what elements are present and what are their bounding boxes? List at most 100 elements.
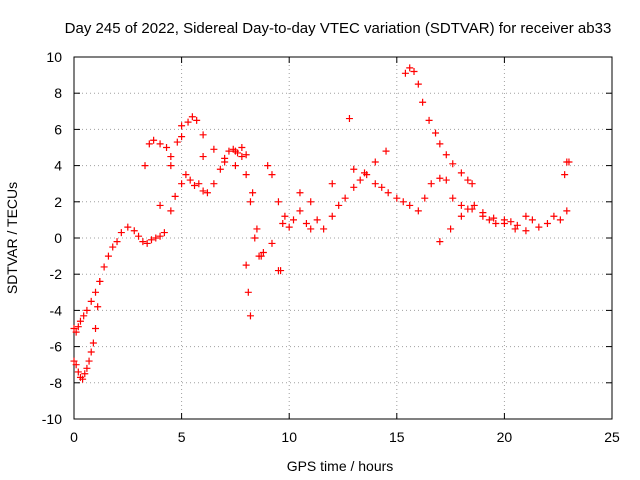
data-point	[259, 248, 267, 256]
data-point	[80, 312, 88, 320]
y-tick-label: 10	[46, 49, 62, 65]
y-tick-label: 8	[54, 85, 62, 101]
data-point	[74, 323, 82, 331]
data-point	[89, 339, 97, 347]
data-point	[296, 189, 304, 197]
data-point	[281, 212, 289, 220]
data-point	[468, 205, 476, 213]
axis-ticks: 0 5 10 15 20 25 -10 -8 -6 -4 -2 0 2 4 6 8 10	[42, 49, 620, 445]
data-point	[320, 225, 328, 233]
data-point	[244, 288, 252, 296]
data-point	[522, 227, 530, 235]
data-point	[296, 207, 304, 215]
y-axis-label: SDTVAR / TECUs	[4, 182, 20, 294]
data-point	[356, 176, 364, 184]
data-point	[345, 115, 353, 123]
data-point	[328, 180, 336, 188]
data-point	[307, 198, 315, 206]
data-point	[109, 243, 117, 251]
data-point	[147, 236, 155, 244]
data-point	[139, 238, 147, 246]
data-point	[72, 328, 80, 336]
data-point	[70, 357, 78, 365]
data-point	[210, 145, 218, 153]
data-point	[178, 122, 186, 130]
data-point	[231, 162, 239, 170]
data-point	[186, 176, 194, 184]
data-point	[87, 297, 95, 305]
data-point	[279, 220, 287, 228]
data-point	[167, 162, 175, 170]
data-point	[561, 171, 569, 179]
data-markers	[70, 64, 573, 383]
data-point	[173, 138, 181, 146]
data-point	[432, 129, 440, 137]
data-point	[550, 212, 558, 220]
data-point	[268, 171, 276, 179]
data-point	[313, 216, 321, 224]
data-point	[184, 118, 192, 126]
grid-lines	[74, 57, 612, 419]
data-point	[535, 223, 543, 231]
data-point	[479, 209, 487, 217]
data-point	[156, 232, 164, 240]
y-tick-label: -6	[50, 339, 63, 355]
data-point	[152, 234, 160, 242]
x-tick-label: 5	[178, 429, 186, 445]
data-point	[231, 147, 239, 155]
data-point	[449, 194, 457, 202]
data-point	[74, 368, 82, 376]
x-tick-label: 20	[497, 429, 513, 445]
x-tick-label: 0	[70, 429, 78, 445]
data-point	[436, 174, 444, 182]
data-point	[150, 136, 158, 144]
data-point	[307, 225, 315, 233]
data-point	[145, 140, 153, 148]
data-point	[419, 98, 427, 106]
y-tick-label: 6	[54, 121, 62, 137]
data-point	[414, 80, 422, 88]
data-point	[457, 169, 465, 177]
data-point	[421, 194, 429, 202]
data-point	[156, 201, 164, 209]
data-point	[113, 238, 121, 246]
data-point	[130, 227, 138, 235]
data-point	[384, 189, 392, 197]
data-point	[178, 180, 186, 188]
y-tick-label: 0	[54, 230, 62, 246]
data-point	[178, 133, 186, 141]
data-point	[117, 229, 125, 237]
data-point	[436, 238, 444, 246]
y-tick-label: -4	[50, 302, 63, 318]
data-point	[251, 234, 259, 242]
data-point	[216, 165, 224, 173]
data-point	[414, 207, 422, 215]
data-point	[94, 303, 102, 311]
data-point	[449, 160, 457, 168]
data-point	[277, 267, 285, 275]
data-point	[72, 361, 80, 369]
data-point	[76, 317, 84, 325]
data-point	[191, 182, 199, 190]
data-point	[264, 162, 272, 170]
data-point	[290, 216, 298, 224]
data-point	[160, 229, 168, 237]
data-point	[225, 147, 233, 155]
data-point	[141, 162, 149, 170]
data-point	[242, 171, 250, 179]
data-point	[83, 306, 91, 314]
data-point	[401, 69, 409, 77]
data-point	[171, 192, 179, 200]
data-point	[85, 357, 93, 365]
data-point	[199, 131, 207, 139]
data-point	[221, 158, 229, 166]
x-tick-label: 25	[604, 429, 620, 445]
data-point	[203, 189, 211, 197]
data-point	[464, 176, 472, 184]
data-point	[406, 201, 414, 209]
y-tick-label: 2	[54, 194, 62, 210]
data-point	[246, 312, 254, 320]
data-point	[341, 194, 349, 202]
data-point	[382, 147, 390, 155]
